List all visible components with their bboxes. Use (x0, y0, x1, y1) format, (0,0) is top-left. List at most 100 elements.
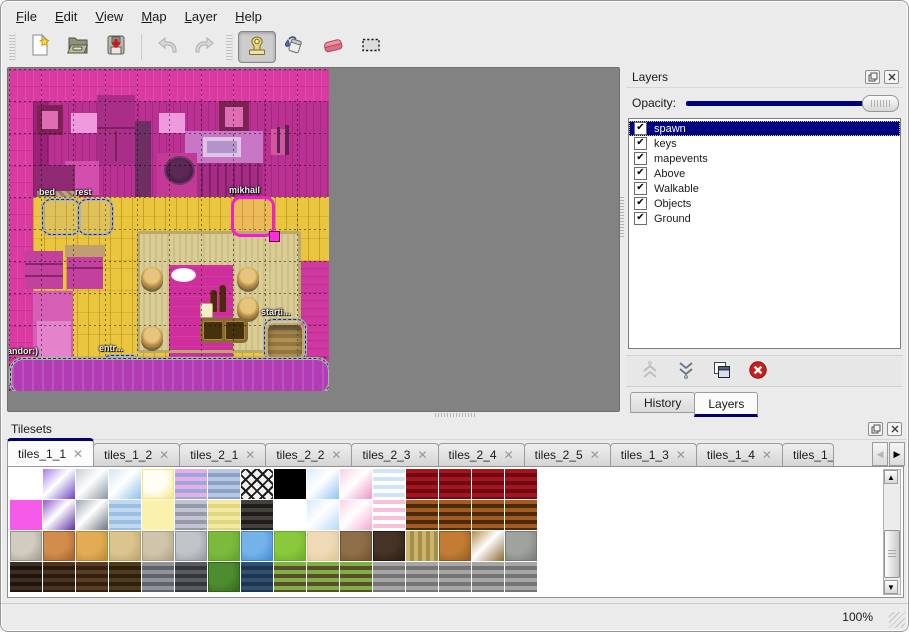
open-map-button[interactable] (59, 31, 97, 63)
tileset-tile[interactable] (373, 531, 405, 561)
tileset-tile[interactable] (76, 469, 108, 499)
tileset-tile[interactable] (307, 469, 339, 499)
tileset-tab-tiles_2_5[interactable]: tiles_2_5 ✕ (523, 443, 611, 467)
tab-close-icon[interactable]: ✕ (761, 448, 772, 462)
tileset-tile[interactable] (340, 500, 372, 530)
tileset-tile[interactable] (208, 562, 240, 592)
layer-visibility-checkbox[interactable]: ✔ (634, 212, 647, 225)
menu-map[interactable]: Map (141, 8, 167, 24)
map-object[interactable] (41, 198, 81, 236)
tileset-tab-tiles_2_3[interactable]: tiles_2_3 ✕ (351, 443, 439, 467)
tileset-tile[interactable] (340, 469, 372, 499)
layer-row-objects[interactable]: ✔ Objects (629, 196, 900, 211)
scroll-tabs-right-button[interactable]: ▶ (889, 442, 905, 466)
tileset-tab-tiles_1_4[interactable]: tiles_1_4 ✕ (695, 443, 783, 467)
menu-edit[interactable]: Edit (54, 8, 78, 24)
close-panel-button[interactable] (884, 70, 899, 84)
tileset-tile[interactable] (43, 531, 75, 561)
layer-row-spawn[interactable]: ✔ spawn (629, 121, 900, 136)
tileset-tile[interactable] (10, 469, 42, 499)
tileset-tile[interactable] (43, 469, 75, 499)
tileset-tile[interactable] (373, 469, 405, 499)
tileset-tile[interactable] (274, 531, 306, 561)
tileset-tile[interactable] (109, 562, 141, 592)
tileset-tile[interactable] (439, 500, 471, 530)
tab-close-icon[interactable]: ✕ (589, 448, 600, 462)
lower-layer-button[interactable] (674, 359, 698, 383)
tileset-tile[interactable] (406, 531, 438, 561)
tileset-tile[interactable] (505, 531, 537, 561)
undo-button[interactable] (148, 31, 186, 63)
tileset-tile[interactable] (472, 562, 504, 592)
tileset-tile[interactable] (43, 500, 75, 530)
layer-row-walkable[interactable]: ✔ Walkable (629, 181, 900, 196)
tileset-tile[interactable] (406, 500, 438, 530)
float-panel-button[interactable] (865, 70, 880, 84)
scroll-down-button[interactable]: ▼ (884, 580, 898, 594)
layer-visibility-checkbox[interactable]: ✔ (634, 137, 647, 150)
tileset-tile[interactable] (175, 469, 207, 499)
tileset-tab-tiles_1[interactable]: tiles_1_ (781, 443, 834, 467)
tileset-tile[interactable] (10, 531, 42, 561)
rectangular-select-button[interactable] (352, 31, 390, 63)
tileset-tile[interactable] (472, 469, 504, 499)
tileset-tile[interactable] (109, 531, 141, 561)
tileset-tile[interactable] (505, 469, 537, 499)
tileset-tab-tiles_2_2[interactable]: tiles_2_2 ✕ (265, 443, 353, 467)
layer-row-ground[interactable]: ✔ Ground (629, 211, 900, 226)
tileset-tile[interactable] (472, 531, 504, 561)
duplicate-layer-button[interactable] (710, 359, 734, 383)
delete-layer-button[interactable] (746, 359, 770, 383)
map-view[interactable]: bed rest mikhail starti... entr... andor:) (7, 67, 620, 412)
tileset-tile[interactable] (208, 531, 240, 561)
tileset-tile[interactable] (241, 500, 273, 530)
tileset-tile[interactable] (406, 469, 438, 499)
tileset-tile[interactable] (340, 531, 372, 561)
layer-row-above[interactable]: ✔ Above (629, 166, 900, 181)
tileset-tile[interactable] (142, 469, 174, 499)
tileset-tile[interactable] (175, 531, 207, 561)
bucket-fill-button[interactable] (276, 31, 314, 63)
opacity-slider-handle[interactable] (862, 94, 899, 112)
tileset-tile[interactable] (439, 562, 471, 592)
tileset-scrollbar[interactable]: ▲ ▼ (883, 469, 901, 595)
tileset-tile[interactable] (472, 500, 504, 530)
new-map-button[interactable] (21, 31, 59, 63)
tileset-tile[interactable] (109, 500, 141, 530)
object-resize-handle[interactable] (269, 231, 280, 242)
eraser-button[interactable] (314, 31, 352, 63)
tileset-tile[interactable] (439, 469, 471, 499)
tileset-tile[interactable] (241, 562, 273, 592)
layer-row-mapevents[interactable]: ✔ mapevents (629, 151, 900, 166)
layer-visibility-checkbox[interactable]: ✔ (634, 122, 647, 135)
tileset-tile[interactable] (241, 531, 273, 561)
tileset-tile[interactable] (274, 500, 306, 530)
map-object[interactable] (77, 198, 114, 236)
tileset-tile[interactable] (406, 562, 438, 592)
layer-visibility-checkbox[interactable]: ✔ (634, 152, 647, 165)
tileset-tab-tiles_2_4[interactable]: tiles_2_4 ✕ (437, 443, 525, 467)
raise-layer-button[interactable] (638, 359, 662, 383)
vertical-splitter[interactable] (618, 67, 626, 410)
tileset-tile[interactable] (340, 562, 372, 592)
menu-layer[interactable]: Layer (184, 8, 218, 24)
toolbar-grip[interactable] (226, 33, 233, 60)
toolbar-grip[interactable] (9, 33, 16, 60)
tileset-tile[interactable] (373, 562, 405, 592)
tileset-tile[interactable] (439, 531, 471, 561)
tileset-tab-tiles_1_2[interactable]: tiles_1_2 ✕ (93, 443, 181, 467)
tileset-tile[interactable] (373, 500, 405, 530)
tileset-tile[interactable] (175, 500, 207, 530)
tileset-tab-tiles_1_3[interactable]: tiles_1_3 ✕ (609, 443, 697, 467)
tileset-tile[interactable] (76, 531, 108, 561)
tab-close-icon[interactable]: ✕ (675, 448, 686, 462)
redo-button[interactable] (186, 31, 224, 63)
tab-close-icon[interactable]: ✕ (245, 448, 256, 462)
stamp-brush-button[interactable] (238, 30, 276, 63)
tab-close-icon[interactable]: ✕ (503, 448, 514, 462)
tileset-tile[interactable] (142, 562, 174, 592)
tileset-tile[interactable] (142, 531, 174, 561)
menu-file[interactable]: File (16, 8, 37, 24)
tileset-tile[interactable] (307, 531, 339, 561)
tileset-tile[interactable] (76, 562, 108, 592)
